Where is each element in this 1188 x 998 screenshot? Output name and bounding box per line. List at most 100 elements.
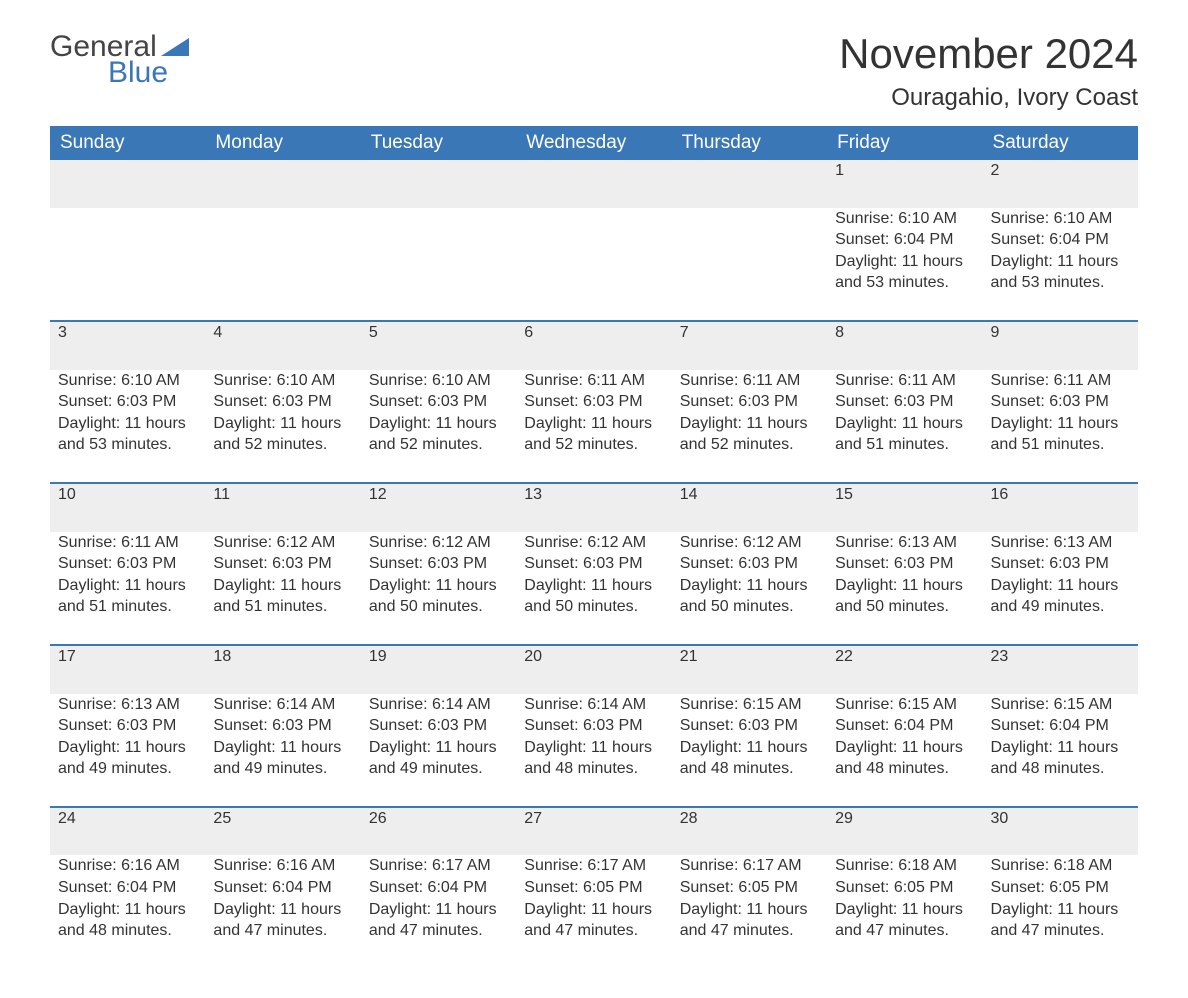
day-number-cell: 7 [672,321,827,370]
week-row: Sunrise: 6:11 AMSunset: 6:03 PMDaylight:… [50,532,1138,645]
day-cell: Sunrise: 6:14 AMSunset: 6:03 PMDaylight:… [361,694,516,807]
daynum-row: 24252627282930 [50,807,1138,856]
day-number-cell: 20 [516,645,671,694]
day-cell [50,208,205,321]
day-cell: Sunrise: 6:18 AMSunset: 6:05 PMDaylight:… [827,855,982,967]
sunset-line: Sunset: 6:03 PM [524,553,663,575]
day-cell: Sunrise: 6:13 AMSunset: 6:03 PMDaylight:… [827,532,982,645]
sunrise-line: Sunrise: 6:12 AM [369,532,508,554]
sunrise-line: Sunrise: 6:16 AM [213,855,352,877]
daylight-line: Daylight: 11 hours and 48 minutes. [835,737,974,780]
sunrise-line: Sunrise: 6:12 AM [213,532,352,554]
daylight-line: Daylight: 11 hours and 52 minutes. [680,413,819,456]
day-number-cell: 26 [361,807,516,856]
logo-triangle-icon [161,38,189,56]
day-cell: Sunrise: 6:12 AMSunset: 6:03 PMDaylight:… [672,532,827,645]
day-cell: Sunrise: 6:15 AMSunset: 6:04 PMDaylight:… [827,694,982,807]
day-number-cell: 13 [516,483,671,532]
day-cell: Sunrise: 6:10 AMSunset: 6:04 PMDaylight:… [827,208,982,321]
day-number-cell: 4 [205,321,360,370]
day-number-cell: 5 [361,321,516,370]
day-cell [205,208,360,321]
day-cell: Sunrise: 6:11 AMSunset: 6:03 PMDaylight:… [827,370,982,483]
daylight-line: Daylight: 11 hours and 49 minutes. [991,575,1130,618]
week-row: Sunrise: 6:10 AMSunset: 6:03 PMDaylight:… [50,370,1138,483]
weekday-header: Tuesday [361,126,516,160]
sunrise-line: Sunrise: 6:10 AM [369,370,508,392]
daylight-line: Daylight: 11 hours and 53 minutes. [991,251,1130,294]
day-number-cell: 23 [983,645,1138,694]
day-number-cell: 27 [516,807,671,856]
sunset-line: Sunset: 6:03 PM [524,715,663,737]
sunset-line: Sunset: 6:05 PM [680,877,819,899]
sunset-line: Sunset: 6:03 PM [58,391,197,413]
day-number-cell: 17 [50,645,205,694]
sunrise-line: Sunrise: 6:17 AM [680,855,819,877]
sunset-line: Sunset: 6:03 PM [213,715,352,737]
sunset-line: Sunset: 6:03 PM [680,715,819,737]
daylight-line: Daylight: 11 hours and 47 minutes. [213,899,352,942]
day-number-cell [516,160,671,208]
sunrise-line: Sunrise: 6:15 AM [680,694,819,716]
daylight-line: Daylight: 11 hours and 53 minutes. [835,251,974,294]
day-cell: Sunrise: 6:15 AMSunset: 6:03 PMDaylight:… [672,694,827,807]
day-number-cell: 19 [361,645,516,694]
sunrise-line: Sunrise: 6:14 AM [213,694,352,716]
daylight-line: Daylight: 11 hours and 47 minutes. [369,899,508,942]
sunset-line: Sunset: 6:03 PM [58,553,197,575]
sunset-line: Sunset: 6:05 PM [524,877,663,899]
sunrise-line: Sunrise: 6:11 AM [835,370,974,392]
day-number-cell: 2 [983,160,1138,208]
daylight-line: Daylight: 11 hours and 50 minutes. [680,575,819,618]
sunset-line: Sunset: 6:03 PM [991,553,1130,575]
daylight-line: Daylight: 11 hours and 48 minutes. [524,737,663,780]
day-number-cell: 24 [50,807,205,856]
daylight-line: Daylight: 11 hours and 47 minutes. [524,899,663,942]
day-cell: Sunrise: 6:17 AMSunset: 6:04 PMDaylight:… [361,855,516,967]
sunrise-line: Sunrise: 6:15 AM [835,694,974,716]
weekday-header: Friday [827,126,982,160]
sunrise-line: Sunrise: 6:13 AM [991,532,1130,554]
day-number-cell: 28 [672,807,827,856]
day-number-cell: 9 [983,321,1138,370]
daylight-line: Daylight: 11 hours and 48 minutes. [680,737,819,780]
daynum-row: 10111213141516 [50,483,1138,532]
day-cell: Sunrise: 6:11 AMSunset: 6:03 PMDaylight:… [516,370,671,483]
sunset-line: Sunset: 6:04 PM [835,715,974,737]
sunrise-line: Sunrise: 6:15 AM [991,694,1130,716]
sunset-line: Sunset: 6:04 PM [58,877,197,899]
sunrise-line: Sunrise: 6:14 AM [524,694,663,716]
day-number-cell: 8 [827,321,982,370]
day-cell: Sunrise: 6:12 AMSunset: 6:03 PMDaylight:… [361,532,516,645]
daylight-line: Daylight: 11 hours and 53 minutes. [58,413,197,456]
sunset-line: Sunset: 6:05 PM [991,877,1130,899]
sunrise-line: Sunrise: 6:10 AM [58,370,197,392]
sunrise-line: Sunrise: 6:13 AM [835,532,974,554]
day-cell: Sunrise: 6:15 AMSunset: 6:04 PMDaylight:… [983,694,1138,807]
day-number-cell: 16 [983,483,1138,532]
day-number-cell: 15 [827,483,982,532]
daylight-line: Daylight: 11 hours and 51 minutes. [58,575,197,618]
day-cell: Sunrise: 6:16 AMSunset: 6:04 PMDaylight:… [50,855,205,967]
sunrise-line: Sunrise: 6:12 AM [680,532,819,554]
day-number-cell: 29 [827,807,982,856]
day-number-cell: 14 [672,483,827,532]
day-cell [361,208,516,321]
daynum-row: 12 [50,160,1138,208]
weekday-header: Wednesday [516,126,671,160]
day-number-cell: 6 [516,321,671,370]
daylight-line: Daylight: 11 hours and 48 minutes. [58,899,197,942]
daylight-line: Daylight: 11 hours and 49 minutes. [213,737,352,780]
daylight-line: Daylight: 11 hours and 51 minutes. [213,575,352,618]
sunrise-line: Sunrise: 6:16 AM [58,855,197,877]
day-number-cell [672,160,827,208]
daylight-line: Daylight: 11 hours and 52 minutes. [213,413,352,456]
page-title: November 2024 [839,30,1138,78]
daylight-line: Daylight: 11 hours and 48 minutes. [991,737,1130,780]
day-number-cell: 18 [205,645,360,694]
location-subtitle: Ouragahio, Ivory Coast [839,84,1138,112]
day-number-cell [50,160,205,208]
daylight-line: Daylight: 11 hours and 52 minutes. [524,413,663,456]
day-cell: Sunrise: 6:11 AMSunset: 6:03 PMDaylight:… [983,370,1138,483]
day-number-cell: 11 [205,483,360,532]
